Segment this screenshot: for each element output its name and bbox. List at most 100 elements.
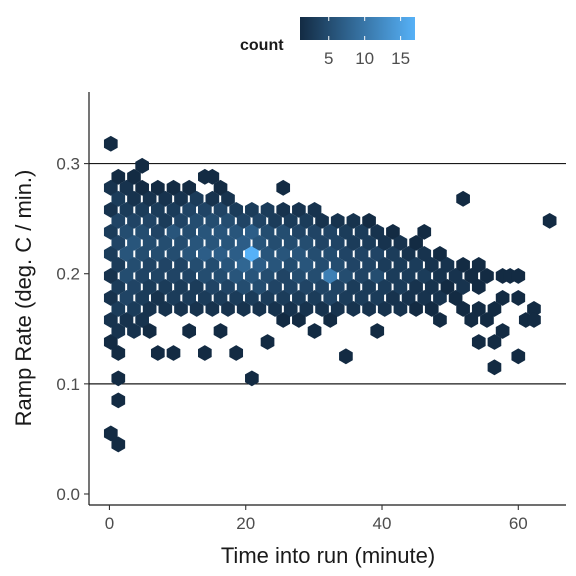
hexbin-cell: [511, 348, 526, 365]
hexbin-cell: [354, 246, 369, 262]
hexbin-cell: [182, 223, 197, 240]
hexbin-cell: [111, 168, 126, 185]
hexbin-cell: [409, 301, 423, 317]
hexbin-cell: [111, 212, 126, 229]
hexbin-cell: [315, 257, 329, 273]
hexbin-cell: [370, 246, 385, 262]
hexbin-cell: [142, 279, 157, 295]
hexbin-cell: [166, 290, 181, 306]
hexbin-cell: [245, 268, 259, 284]
legend-title: count: [240, 37, 284, 54]
hexbin-cell: [182, 246, 197, 262]
hexbin-cell: [182, 290, 197, 306]
hexbin-cell: [111, 190, 126, 207]
hexbin-cell: [260, 223, 275, 240]
hexbin-cell: [236, 257, 251, 273]
hexbin-cell: [174, 279, 188, 295]
hexbin-cell: [103, 425, 118, 442]
hexbin-cell: [283, 301, 298, 317]
hexbin-cell: [346, 279, 361, 295]
hexbin-cell: [370, 323, 385, 339]
hexbin-cell: [111, 392, 126, 409]
hexbin-cell: [236, 234, 251, 251]
hexbin-cell: [221, 212, 235, 229]
hexbin-cell: [119, 268, 134, 284]
hexbin-cell: [283, 257, 298, 273]
hexbin-cell: [150, 223, 165, 240]
hexbin-cell: [229, 345, 244, 361]
hexbin-cell: [198, 290, 212, 306]
hexbin-cell: [135, 201, 149, 218]
hexbin-cell: [268, 301, 282, 317]
hexbin-cell: [127, 234, 141, 251]
hexbin-cell: [119, 201, 134, 218]
hexbin-cell: [158, 301, 173, 317]
hexbin-cell: [103, 135, 118, 152]
hexbin-cell: [456, 279, 470, 295]
hexbin-cell: [158, 212, 173, 229]
hexbin-cell: [424, 279, 439, 295]
hexbin-cell: [150, 201, 165, 218]
hexbin-cell: [198, 201, 212, 218]
hexbin-cell: [236, 279, 251, 295]
hexbin-cell: [158, 279, 173, 295]
hexbin-cell: [142, 323, 157, 339]
hexbin-cell: [283, 279, 298, 295]
hexbin-cell: [189, 257, 204, 273]
hexbin-cell: [276, 312, 291, 328]
hexbin-cell: [150, 179, 165, 196]
hexbin-cell: [268, 234, 282, 251]
y-tick-label: 0.2: [56, 265, 80, 284]
hexbin-cell: [377, 257, 392, 273]
hexbin-cell: [198, 223, 212, 240]
hexbin-cell: [417, 223, 432, 240]
hexbin-cell: [103, 312, 118, 328]
hexbin-cell: [292, 223, 306, 240]
hexbin-cell: [480, 312, 494, 328]
hexbin-cell: [150, 268, 165, 284]
hexbin-cell: [401, 268, 416, 284]
hexbin-cell: [354, 268, 369, 284]
hexbin-cell: [464, 268, 479, 284]
legend-tick-label: 5: [324, 49, 333, 68]
hexbin-cell: [487, 334, 502, 350]
hexbin-cell: [386, 246, 400, 262]
hexbin-cell: [268, 279, 282, 295]
hexbin-cell: [417, 290, 432, 306]
hexbin-cell: [236, 212, 251, 229]
hexbin-cell: [198, 345, 212, 361]
hexbin-cell: [448, 290, 463, 306]
hexbin-cell: [182, 201, 197, 218]
hexbin-cell: [456, 301, 470, 317]
hexbin-cell: [252, 212, 267, 229]
hexbin-cell: [213, 268, 228, 284]
y-tick-label: 0.0: [56, 485, 80, 504]
hexbin-cell: [440, 279, 455, 295]
hexbin-cell: [417, 268, 432, 284]
hexbin-cell: [119, 290, 134, 306]
hexbin-cell: [330, 301, 345, 317]
hexbin-cell: [174, 190, 188, 207]
hexbin-cell: [276, 201, 291, 218]
hexbin-cell: [299, 212, 314, 229]
hexbin-cell: [292, 290, 306, 306]
hexbin-cell: [127, 301, 141, 317]
hexbin-cell: [260, 246, 275, 262]
hexbin-cell: [119, 179, 134, 196]
hexbin-cell: [221, 301, 235, 317]
hexbin-cell: [346, 257, 361, 273]
hexbin-cell: [393, 234, 408, 251]
hexbin-cell: [417, 246, 432, 262]
hexbin-cell: [292, 312, 306, 328]
hexbin-cell: [276, 179, 291, 196]
hexbin-cell: [189, 301, 204, 317]
hexbin-cell: [205, 190, 220, 207]
hexbin-cell: [276, 246, 291, 262]
legend-tick-label: 10: [355, 49, 374, 68]
hexbin-cell: [354, 290, 369, 306]
hexbin-cell: [527, 301, 541, 317]
hexbin-cell: [103, 246, 118, 262]
hexbin-cell: [205, 168, 220, 185]
hexbin-cell: [150, 290, 165, 306]
hexbin-cell: [527, 312, 541, 328]
